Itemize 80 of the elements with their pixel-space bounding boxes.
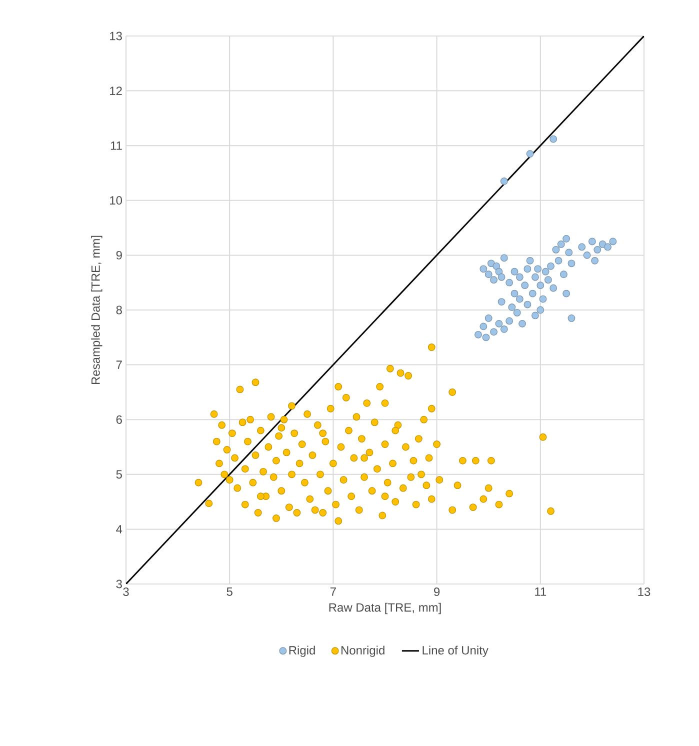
point (552, 246, 560, 254)
point (609, 238, 617, 246)
point (539, 295, 547, 303)
legend-label: Rigid (289, 646, 315, 657)
point (524, 300, 532, 308)
legend-label: Line of Unity (422, 646, 488, 657)
point (536, 282, 544, 290)
point (500, 254, 508, 262)
y-tick-label: 3 (116, 580, 122, 588)
point (528, 290, 536, 298)
point (550, 135, 558, 143)
point (524, 265, 532, 273)
point (490, 276, 498, 284)
point (480, 265, 488, 273)
point (521, 282, 529, 290)
x-axis-title: Raw Data [TRE, mm] (329, 602, 441, 614)
y-tick-label: 8 (116, 306, 122, 314)
point (500, 325, 508, 333)
point (604, 243, 612, 251)
x-tick-label: 9 (434, 588, 440, 596)
point (532, 273, 539, 281)
x-tick-label: 5 (226, 588, 232, 596)
y-tick-label: 4 (116, 525, 122, 534)
point (495, 320, 503, 328)
point (591, 256, 598, 264)
point (506, 278, 514, 286)
point (506, 317, 514, 325)
y-tick-label: 11 (110, 141, 122, 150)
y-tick-label: 13 (110, 32, 122, 40)
y-tick-label: 9 (116, 250, 122, 260)
point (550, 284, 558, 292)
point (510, 290, 518, 298)
point (562, 235, 570, 242)
point (554, 256, 562, 264)
point (516, 273, 524, 281)
y-tick-label: 12 (110, 86, 122, 95)
point (474, 330, 482, 338)
point (568, 260, 576, 268)
y-tick-label: 10 (110, 196, 122, 205)
x-tick-label: 3 (123, 588, 129, 596)
point (495, 268, 503, 276)
point (518, 320, 526, 328)
point (557, 240, 565, 248)
x-tick-label: 11 (535, 588, 546, 596)
point (594, 246, 602, 254)
point (498, 273, 506, 281)
point (534, 265, 542, 273)
point (490, 328, 498, 336)
point (578, 243, 586, 251)
point (484, 314, 492, 322)
point (536, 306, 544, 314)
point (482, 334, 490, 342)
point (562, 290, 570, 298)
point (480, 322, 488, 330)
y-tick-label: 7 (116, 360, 122, 369)
point (498, 298, 506, 306)
point (510, 268, 518, 276)
point (542, 268, 550, 276)
point (492, 262, 500, 270)
y-tick-label: 6 (116, 415, 122, 424)
point (544, 276, 552, 284)
point (565, 248, 573, 256)
x-tick-label: 13 (638, 588, 650, 596)
y-tick-label: 5 (116, 470, 122, 479)
y-axis-title: Resampled Data [TRE, mm] (91, 236, 102, 384)
point (532, 312, 539, 320)
point (526, 150, 534, 158)
point (500, 178, 508, 185)
point (513, 309, 521, 316)
legend-label: Nonrigid (341, 646, 384, 657)
point (526, 256, 534, 264)
point (560, 270, 568, 278)
point (583, 251, 591, 259)
point (508, 304, 516, 311)
point (484, 270, 492, 278)
point (547, 262, 554, 270)
point (568, 314, 576, 322)
point (588, 238, 596, 246)
point (516, 295, 524, 303)
x-tick-label: 7 (330, 588, 336, 596)
